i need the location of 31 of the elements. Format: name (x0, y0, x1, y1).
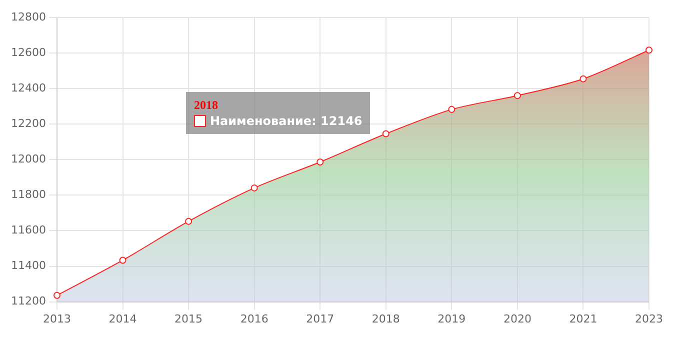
x-tick-label: 2017 (306, 312, 334, 326)
y-tick-label: 12200 (10, 117, 46, 130)
y-tick-label: 11200 (10, 294, 46, 308)
point (316, 158, 324, 166)
x-tick-label: 2019 (438, 312, 466, 326)
point (448, 106, 456, 113)
x-tick-label: 2014 (108, 312, 137, 326)
point (382, 130, 390, 138)
y-tick-label: 11400 (10, 259, 46, 272)
y-tick-label: 11600 (10, 224, 46, 237)
x-tick-label: 2021 (569, 312, 598, 326)
point (53, 292, 60, 299)
y-tick-label: 12600 (10, 46, 46, 59)
x-tick-label: 2016 (240, 312, 268, 326)
x-tick-label: 2020 (503, 312, 532, 326)
y-tick-label: 12400 (10, 82, 46, 95)
annotation: Наименование: 12146 (210, 113, 362, 129)
point (580, 75, 587, 82)
x-tick-label: 2015 (174, 312, 203, 326)
annotation: 2018 (194, 97, 219, 113)
point (646, 46, 653, 54)
y-tick-label: 12800 (10, 10, 46, 24)
point (250, 184, 258, 192)
x-tick-label: 2018 (372, 312, 400, 326)
point (514, 92, 521, 100)
x-tick-label: 2013 (42, 312, 71, 326)
x-tick-label: 2023 (635, 312, 664, 326)
point (119, 256, 126, 264)
y-tick-label: 12000 (10, 152, 46, 166)
y-tick-label: 11800 (10, 188, 46, 202)
point (185, 218, 192, 225)
